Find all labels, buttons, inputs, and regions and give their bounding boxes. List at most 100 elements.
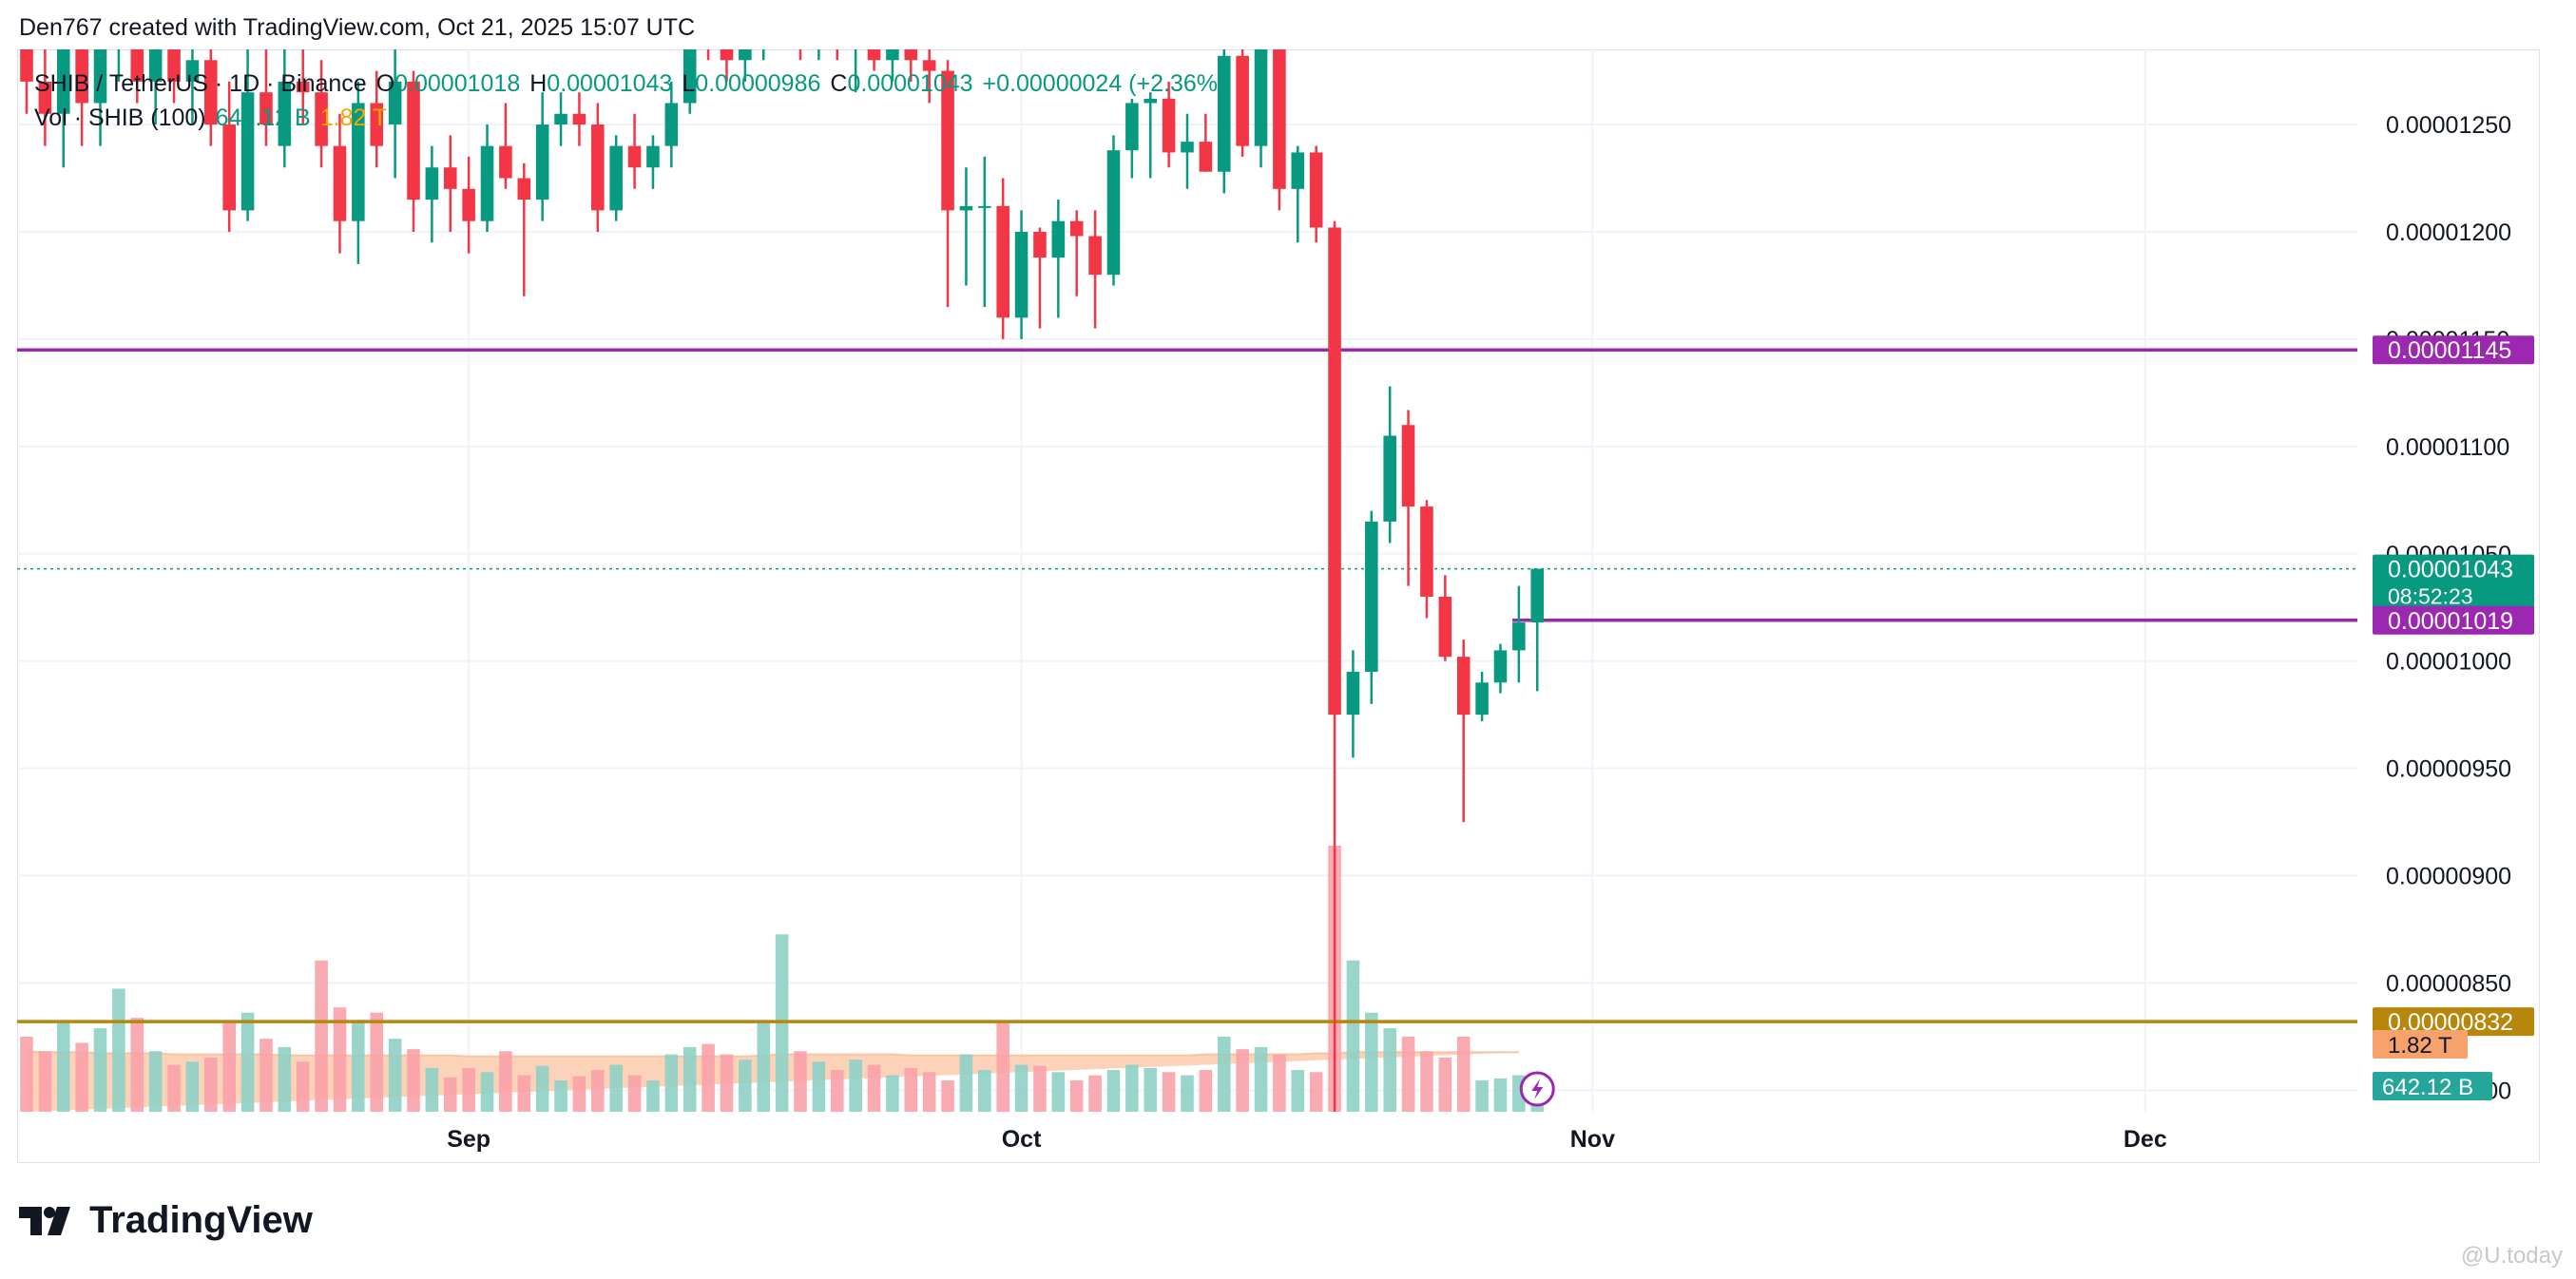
candle-body [56, 49, 70, 114]
volume-bar [1236, 1049, 1249, 1112]
candle-body [554, 113, 567, 125]
volume-bar [1125, 1064, 1139, 1112]
candle-body [315, 92, 328, 146]
volume-bar [1273, 1054, 1286, 1112]
volume-value: 642.12 B [215, 105, 311, 131]
candle-body [1106, 150, 1121, 276]
y-tick-label: 0.00001250 [2386, 112, 2511, 139]
candle-body [627, 145, 642, 168]
candle-body [370, 103, 384, 146]
volume-bar [260, 1039, 273, 1112]
candle-body [148, 49, 163, 82]
candle-body [517, 178, 531, 200]
volume-bar [148, 1051, 163, 1112]
ray-price-tag-bg [2373, 605, 2534, 635]
volume-bar [682, 1046, 697, 1112]
volume-bar [407, 1049, 420, 1112]
candle-body [1365, 521, 1378, 672]
volume-label[interactable]: Vol · SHIB (100) [34, 105, 206, 131]
candle-body [1069, 220, 1084, 237]
candle-body [425, 167, 439, 200]
candle-body [794, 0, 807, 39]
volume-bar [480, 1072, 494, 1112]
candle-body [93, 49, 107, 104]
candle-body [296, 81, 310, 93]
volume-bar [646, 1080, 660, 1112]
candle-body [813, 28, 826, 38]
tradingview-logo[interactable]: TradingView [19, 1199, 313, 1242]
volume-bar [535, 1065, 549, 1112]
high-label: H [529, 70, 548, 97]
low-value: 0.00000986 [695, 70, 821, 97]
symbol-label[interactable]: SHIB / TetherUS · 1D · Binance [34, 70, 367, 97]
volume-tag: 642.12 B [2382, 1075, 2473, 1100]
countdown-label: 08:52:23 [2388, 584, 2473, 609]
x-tick-label: Oct [1002, 1126, 1042, 1153]
candle-body [333, 145, 347, 221]
candle-body [922, 60, 936, 71]
candle-body [443, 167, 457, 189]
volume-bar [425, 1067, 439, 1112]
volume-bar [757, 1022, 771, 1112]
volume-ma-line [26, 1050, 1519, 1058]
candle-body [204, 60, 218, 125]
y-tick-label: 0.00000950 [2386, 756, 2511, 783]
tradingview-logo-text: TradingView [89, 1199, 313, 1241]
ohlc-legend-row: SHIB / TetherUS · 1D · Binance O0.000010… [34, 67, 1225, 101]
candle-body [1254, 49, 1268, 146]
volume-bar [996, 1022, 1009, 1112]
volume-bar [1493, 1078, 1508, 1112]
candle-body [278, 81, 292, 146]
close-label: C [830, 70, 848, 97]
volume-bar [517, 1075, 531, 1112]
candle-body [664, 103, 679, 146]
change-value: +0.00000024 (+2.36%) [982, 70, 1226, 97]
volume-bar [627, 1075, 642, 1112]
candle-body [130, 49, 144, 82]
candle-body [1438, 596, 1452, 658]
candle-body [849, 39, 862, 49]
candle-body [535, 124, 549, 200]
volume-bar [167, 1064, 181, 1112]
candle-body [702, 17, 715, 39]
volume-bar [75, 1042, 88, 1112]
candle-body [978, 205, 991, 208]
volume-bar [1456, 1036, 1471, 1112]
y-tick-label: 0.00001200 [2386, 220, 2511, 246]
level-price-tag-bg [2373, 335, 2534, 365]
candle-body [831, 28, 844, 49]
volume-bar [130, 1018, 144, 1112]
volume-bar [370, 1012, 384, 1112]
candle-body [959, 205, 973, 211]
volume-bar [1254, 1046, 1268, 1112]
volume-bar [1475, 1080, 1489, 1112]
y-tick-label: 0.00000850 [2386, 970, 2511, 997]
volume-bar [830, 1070, 844, 1112]
candle-body [407, 81, 420, 200]
volume-bar [38, 1051, 52, 1112]
volume-ma-value: 1.82 T [319, 105, 388, 131]
candle-body [757, 17, 770, 39]
volume-bar [922, 1072, 936, 1112]
candle-body [886, 49, 899, 61]
candle-body [222, 124, 236, 211]
volume-bar [591, 1070, 605, 1112]
volume-bar [185, 1061, 200, 1112]
candle-body [462, 188, 475, 221]
candle-body [1051, 220, 1066, 258]
level-price-tag: 0.00001145 [2388, 337, 2511, 364]
volume-bar [222, 1022, 236, 1112]
volume-bar [1401, 1036, 1415, 1112]
candle-body [1530, 568, 1545, 623]
volume-bar [554, 1080, 567, 1112]
candle-body [904, 49, 918, 61]
volume-bar [1199, 1070, 1213, 1112]
candle-body [1033, 231, 1047, 258]
volume-bar [388, 1039, 402, 1112]
volume-bar [702, 1043, 715, 1112]
candle-body [1512, 622, 1526, 651]
volume-bar [1365, 1012, 1378, 1112]
volume-bar [1162, 1072, 1176, 1112]
candle-body [1346, 671, 1360, 716]
